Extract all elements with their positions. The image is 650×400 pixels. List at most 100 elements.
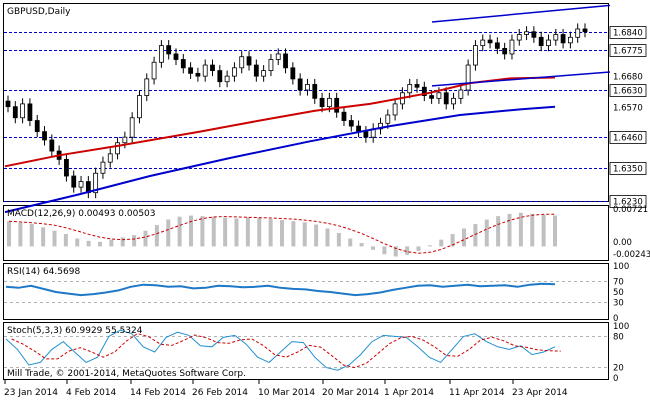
price-level-label: 1.6460 [613,134,643,144]
macd-histogram-bar [348,238,353,247]
candle-body [326,97,332,108]
candle-body [144,78,150,96]
price-level-box [609,131,647,144]
macd-histogram-bar [29,223,34,247]
macd-axis-label: 0.00 [613,238,632,248]
x-axis-label: 4 Feb 2014 [66,388,117,398]
candle-body [283,53,288,69]
price-panel-frame [3,3,609,202]
candle-body [553,34,559,41]
price-level-label: 1.6680 [613,73,643,83]
macd-histogram-bar [41,227,46,247]
price-level-box [609,195,647,208]
candle-body [524,31,529,35]
macd-histogram-bar [189,215,193,247]
rsi-title: RSI(14) 64.5698 [7,267,80,277]
candle-body [436,92,442,99]
macd-histogram-bar [200,216,205,247]
candle-body [531,31,537,38]
candle-body [107,153,113,163]
macd-histogram-bar [120,237,125,247]
macd-histogram-bar [496,216,501,247]
x-axis-label: 14 Feb 2014 [130,388,186,398]
x-axis-label: 26 Feb 2014 [192,388,248,398]
price-level-box [609,162,647,175]
candle-body [261,70,267,77]
candle-body [319,97,325,108]
macd-histogram-bar [325,228,330,247]
candle-body [582,28,588,33]
macd-histogram-bar [211,216,216,247]
candle-body [20,103,26,119]
candle-body [173,53,179,60]
macd-axis-label: 0.00721 [613,205,648,215]
macd-histogram-bar [439,239,444,247]
candle-body [560,34,566,44]
macd-histogram-bar [245,217,250,247]
rsi-axis-label: 50 [613,288,624,298]
price-level-label: 1.6230 [613,198,643,208]
macd-title: MACD(12,26,9) 0.00493 0.00503 [7,209,156,219]
macd-histogram-bar [52,230,57,247]
price-level-label: 1.6630 [613,87,643,97]
candle-body [392,103,398,116]
candle-body [567,36,573,44]
candle-body [202,64,208,77]
macd-histogram-bar [154,225,159,247]
price-chart-title: GBPUSD,Daily [7,7,71,17]
x-axis-label: 23 Apr 2014 [512,388,568,398]
candle-body [78,181,84,188]
candle-body [487,39,493,44]
macd-histogram-bar [132,235,137,247]
candle-body [443,92,449,105]
candle-body [246,56,252,66]
macd-panel-frame [3,205,609,261]
candle-body [297,78,303,91]
price-level-label: 1.6350 [613,165,643,175]
rsi-axis-label: 0 [613,314,618,324]
macd-histogram-bar [86,240,91,247]
candle-body [166,45,172,55]
macd-histogram-bar [473,223,478,247]
macd-histogram-bar [405,246,410,255]
macd-axis-label: -0.00243 [613,250,650,260]
candle-body [385,114,391,124]
macd-histogram-bar [143,230,148,247]
candle-body [290,67,296,80]
rsi-line [5,282,556,297]
candle-body [458,89,464,99]
candle-body [210,64,215,71]
candle-body [122,136,128,144]
macd-histogram-bar [166,219,171,247]
macd-histogram-bar [553,215,557,247]
price-level-label: 1.6775 [613,47,643,57]
candle-body [100,161,106,174]
macd-histogram-bar [507,213,512,247]
macd-histogram-bar [336,232,341,247]
rsi-axis-label: 70 [613,278,624,288]
candle-body [407,84,413,94]
candle-body [575,28,581,38]
candle-body [137,95,142,119]
candle-body [93,172,99,194]
macd-histogram-bar [234,218,239,247]
candle-body [451,97,456,105]
x-axis-label: 11 Apr 2014 [449,388,505,398]
candle-body [253,64,259,77]
candle-body [224,75,230,83]
rsi-axis-label: 100 [613,262,629,272]
macd-histogram-bar [63,234,68,247]
macd-signal-line [8,213,556,254]
macd-histogram-bar [177,216,182,247]
macd-histogram-bar [382,246,387,255]
candle-body [239,56,245,69]
candle-body [494,42,500,49]
macd-histogram-bar [291,221,296,247]
stoch-main-line [5,329,556,371]
stoch-title: Stoch(5,3,3) 60.9929 55.5324 [7,326,143,336]
candle-body [414,84,420,88]
candle-body [64,158,69,177]
candle-body [275,53,281,60]
macd-histogram-bar [314,224,319,247]
